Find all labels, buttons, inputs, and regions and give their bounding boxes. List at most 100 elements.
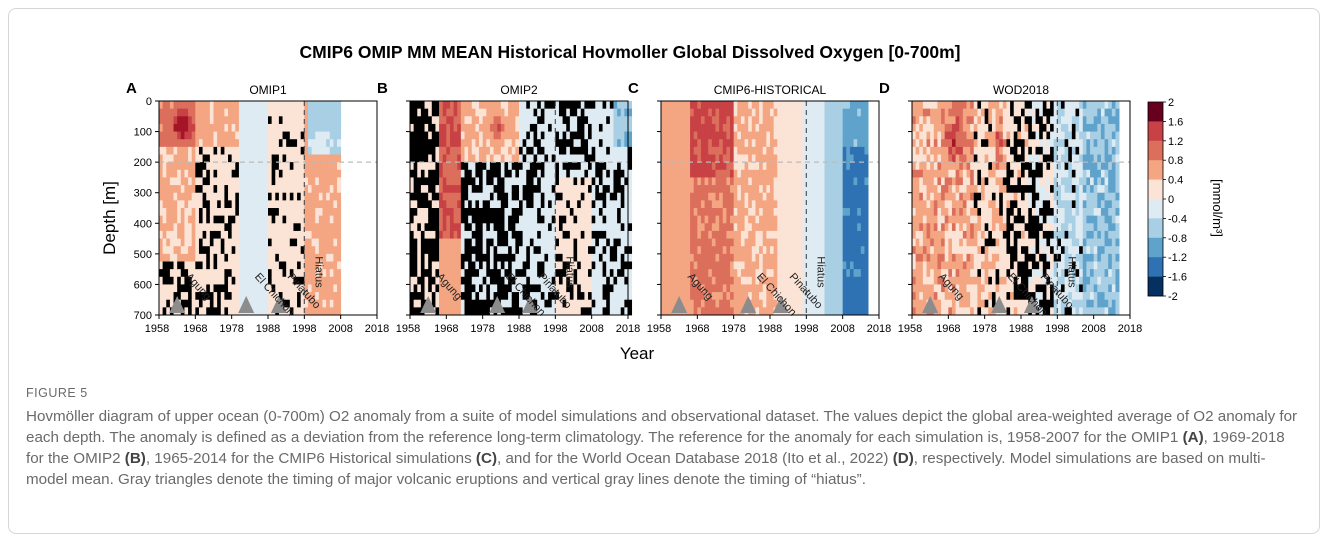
heatmap-cell	[282, 200, 287, 209]
heatmap-cell	[220, 230, 225, 239]
heatmap-cell	[188, 108, 193, 117]
heatmap-cell	[809, 162, 814, 171]
heatmap-cell	[602, 269, 607, 278]
heatmap-cell	[533, 185, 538, 194]
heatmap-cell	[504, 123, 509, 132]
heatmap-cell	[333, 101, 338, 110]
heatmap-cell	[842, 177, 847, 186]
heatmap-cell	[584, 246, 589, 255]
heatmap-cell	[224, 185, 229, 194]
heatmap-cell	[853, 192, 858, 201]
heatmap-cell	[486, 230, 491, 239]
heatmap-cell	[668, 261, 673, 270]
heatmap-cell	[282, 230, 287, 239]
heatmap-cell	[809, 261, 814, 270]
heatmap-cell	[166, 223, 171, 232]
heatmap-cell	[431, 223, 436, 232]
heatmap-cell	[177, 230, 182, 239]
heatmap-cell	[591, 177, 596, 186]
heatmap-cell	[318, 162, 323, 171]
heatmap-cell	[489, 223, 494, 232]
heatmap-cell	[489, 192, 494, 201]
heatmap-cell	[620, 169, 625, 178]
heatmap-cell	[217, 261, 222, 270]
heatmap-cell	[453, 169, 458, 178]
heatmap-cell	[573, 261, 578, 270]
heatmap-cell	[471, 116, 476, 125]
heatmap-cell	[257, 192, 262, 201]
heatmap-cell	[504, 131, 509, 140]
heatmap-cell	[697, 116, 702, 125]
heatmap-cell	[577, 307, 582, 316]
heatmap-cell	[617, 253, 622, 262]
heatmap-cell	[577, 292, 582, 301]
heatmap-cell	[860, 177, 865, 186]
heatmap-cell	[522, 238, 527, 247]
heatmap-cell	[198, 223, 203, 232]
heatmap-cell	[282, 261, 287, 270]
heatmap-cell	[271, 192, 276, 201]
heatmap-cell	[322, 276, 327, 285]
heatmap-cell	[184, 154, 189, 163]
heatmap-cell	[464, 154, 469, 163]
heatmap-cell	[162, 146, 167, 155]
heatmap-cell	[191, 116, 196, 125]
heatmap-cell	[424, 185, 429, 194]
heatmap-cell	[271, 261, 276, 270]
heatmap-cell	[711, 276, 716, 285]
heatmap-cell	[806, 139, 811, 148]
heatmap-cell	[620, 139, 625, 148]
heatmap-cell	[424, 284, 429, 293]
heatmap-cell	[835, 208, 840, 217]
heatmap-cell	[551, 192, 556, 201]
heatmap-cell	[231, 292, 236, 301]
heatmap-cell	[173, 108, 178, 117]
heatmap-cell	[722, 215, 727, 224]
heatmap-cell	[268, 299, 273, 308]
heatmap-cell	[275, 292, 280, 301]
heatmap-cell	[828, 146, 833, 155]
heatmap-cell	[722, 276, 727, 285]
heatmap-cell	[449, 146, 454, 155]
heatmap-cell	[417, 284, 422, 293]
heatmap-cell	[828, 116, 833, 125]
heatmap-cell	[231, 299, 236, 308]
heatmap-cell	[504, 108, 509, 117]
heatmap-cell	[198, 116, 203, 125]
heatmap-cell	[828, 284, 833, 293]
heatmap-cell	[770, 284, 775, 293]
heatmap-cell	[326, 101, 331, 110]
heatmap-cell	[515, 299, 520, 308]
heatmap-cell	[620, 269, 625, 278]
x-tick-label: 2008	[830, 323, 854, 335]
heatmap-cell	[591, 276, 596, 285]
heatmap-cell	[555, 162, 560, 171]
heatmap-cell	[806, 230, 811, 239]
heatmap-cell	[595, 284, 600, 293]
heatmap-cell	[318, 238, 323, 247]
heatmap-cell	[606, 269, 611, 278]
heatmap-cell	[915, 177, 920, 186]
heatmap-cell	[853, 101, 858, 110]
heatmap-cell	[475, 162, 480, 171]
heatmap-cell	[286, 284, 291, 293]
heatmap-cell	[577, 208, 582, 217]
heatmap-cell	[475, 276, 480, 285]
heatmap-cell	[188, 162, 193, 171]
heatmap-cell	[726, 185, 731, 194]
heatmap-cell	[726, 284, 731, 293]
heatmap-cell	[420, 208, 425, 217]
heatmap-cell	[562, 162, 567, 171]
heatmap-cell	[588, 307, 593, 316]
heatmap-cell	[202, 123, 207, 132]
heatmap-cell	[315, 123, 320, 132]
heatmap-cell	[271, 246, 276, 255]
heatmap-cell	[293, 246, 298, 255]
heatmap-cell	[162, 261, 167, 270]
heatmap-cell	[613, 192, 618, 201]
heatmap-cell	[475, 177, 480, 186]
heatmap-cell	[457, 299, 462, 308]
heatmap-cell	[762, 131, 767, 140]
heatmap-cell	[439, 185, 444, 194]
heatmap-cell	[690, 131, 695, 140]
